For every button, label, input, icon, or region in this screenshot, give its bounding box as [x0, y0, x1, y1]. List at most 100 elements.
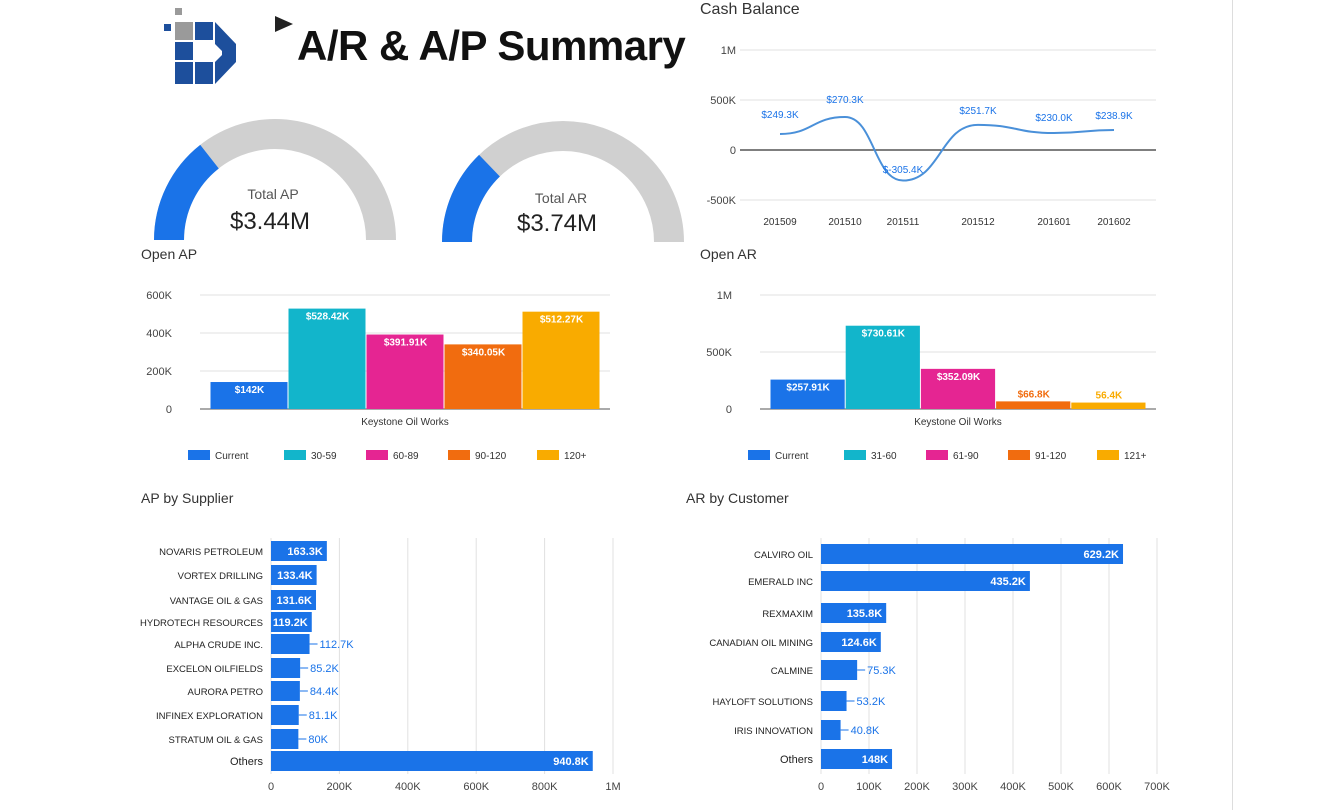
data-label: $257.91K	[786, 383, 830, 394]
data-label: 85.2K	[310, 663, 339, 675]
data-label: 75.3K	[867, 665, 896, 677]
bar	[271, 590, 317, 610]
y-tick-label: 0	[730, 145, 736, 157]
category-label: CANADIAN OIL MINING	[709, 638, 813, 649]
x-tick-label: 201601	[1037, 217, 1071, 228]
page-title: A/R & A/P Summary	[297, 22, 686, 69]
gauge-value: $3.44M	[229, 208, 311, 235]
legend-swatch	[1008, 450, 1030, 460]
cash-balance-chart: 1M 500K 0 -500K $249.3K 201509 $270.3K 201510 $-…	[707, 45, 1156, 228]
data-label: 124.6K	[841, 637, 877, 649]
legend-label: 60-89	[393, 451, 419, 462]
x-tick-label: 0	[268, 781, 274, 793]
data-label: 84.4K	[310, 686, 339, 698]
legend-label: 90-120	[475, 451, 507, 462]
bar	[821, 720, 841, 740]
category-label: CALMINE	[771, 666, 813, 677]
legend-swatch	[537, 450, 559, 460]
data-label: 133.4K	[277, 570, 313, 582]
bar	[845, 325, 920, 409]
legend-swatch	[366, 450, 388, 460]
data-label: 112.7K	[320, 639, 355, 651]
legend-label: Current	[775, 451, 809, 462]
bar	[821, 749, 893, 769]
data-label: $528.42K	[306, 312, 350, 323]
data-label: $270.3K	[826, 95, 864, 106]
y-tick-label: 400K	[146, 328, 172, 340]
gauge-label: Total AR	[534, 190, 588, 206]
bar	[821, 544, 1124, 564]
category-label: AURORA PETRO	[188, 687, 264, 698]
chart-title: Cash Balance	[700, 1, 800, 18]
bar	[271, 541, 327, 561]
gauge-total-ar	[442, 121, 684, 243]
bar	[271, 681, 300, 701]
category-label: EMERALD INC	[748, 577, 813, 588]
data-label: $352.09K	[937, 372, 981, 383]
data-label: $-305.4K	[883, 165, 924, 176]
x-tick-label: 700K	[1144, 781, 1170, 793]
x-tick-label: 600K	[463, 781, 489, 793]
category-label: HYDROTECH RESOURCES	[140, 618, 263, 629]
data-label: $730.61K	[862, 329, 906, 340]
data-label: $251.7K	[959, 106, 997, 117]
bar	[366, 334, 444, 409]
ar-by-customer-chart: 0 100K 200K 300K 400K 500K 600K 700K CALVIRO OIL…	[709, 538, 1171, 793]
data-label: 40.8K	[851, 725, 880, 737]
data-label: $249.3K	[761, 110, 799, 121]
gauge-total-ap	[154, 119, 396, 241]
y-tick-label: 1M	[717, 290, 732, 302]
chart-title: AR by Customer	[686, 490, 789, 506]
category-label: ALPHA CRUDE INC.	[174, 640, 263, 651]
x-tick-label: 400K	[395, 781, 421, 793]
bar	[770, 379, 845, 409]
data-label: $66.8K	[1018, 389, 1051, 400]
bar	[920, 368, 996, 409]
data-label: $238.9K	[1095, 111, 1133, 122]
data-label: $512.27K	[540, 315, 584, 326]
bar	[271, 565, 317, 585]
legend-swatch	[844, 450, 866, 460]
legend-swatch	[188, 450, 210, 460]
y-tick-label: 0	[166, 404, 172, 416]
open-ap-chart: 600K 400K 200K 0 $142K $528.42K $391.91K $340.0…	[146, 290, 610, 462]
data-label: 81.1K	[309, 710, 338, 722]
bar	[821, 603, 887, 623]
data-label: 80K	[308, 734, 328, 746]
bar	[271, 705, 299, 725]
legend-label: Current	[215, 451, 249, 462]
bar	[821, 632, 881, 652]
legend-label: 91-120	[1035, 451, 1067, 462]
data-label: 56.4K	[1096, 391, 1123, 402]
data-label: 940.8K	[553, 756, 589, 768]
y-tick-label: -500K	[707, 195, 737, 207]
bar	[821, 660, 858, 680]
x-tick-label: 500K	[1048, 781, 1074, 793]
divider	[1232, 0, 1233, 810]
chart-title: Open AP	[141, 246, 198, 262]
x-tick-label: 201509	[763, 217, 797, 228]
x-tick-label: 200K	[904, 781, 930, 793]
category-label: VANTAGE OIL & GAS	[170, 596, 263, 607]
bar	[444, 344, 522, 409]
legend-swatch	[748, 450, 770, 460]
x-tick-label: 1M	[605, 781, 620, 793]
data-label: $142K	[235, 385, 265, 396]
y-tick-label: 600K	[146, 290, 172, 302]
bar	[1071, 402, 1146, 409]
bar	[271, 729, 299, 749]
gauge-label: Total AP	[247, 186, 299, 202]
gauge-value: $3.74M	[516, 210, 598, 237]
data-label: 119.2K	[273, 617, 308, 629]
bar	[271, 751, 593, 771]
data-label: $391.91K	[384, 338, 428, 349]
x-tick-label: 800K	[532, 781, 558, 793]
y-tick-label: 500K	[710, 95, 736, 107]
chart-title: Open AR	[700, 246, 757, 262]
category-label: REXMAXIM	[762, 609, 813, 620]
legend-label: 30-59	[311, 451, 337, 462]
data-label: 148K	[862, 754, 888, 766]
category-label: VORTEX DRILLING	[178, 571, 263, 582]
x-tick-label: Keystone Oil Works	[361, 417, 449, 428]
bar	[996, 401, 1071, 409]
